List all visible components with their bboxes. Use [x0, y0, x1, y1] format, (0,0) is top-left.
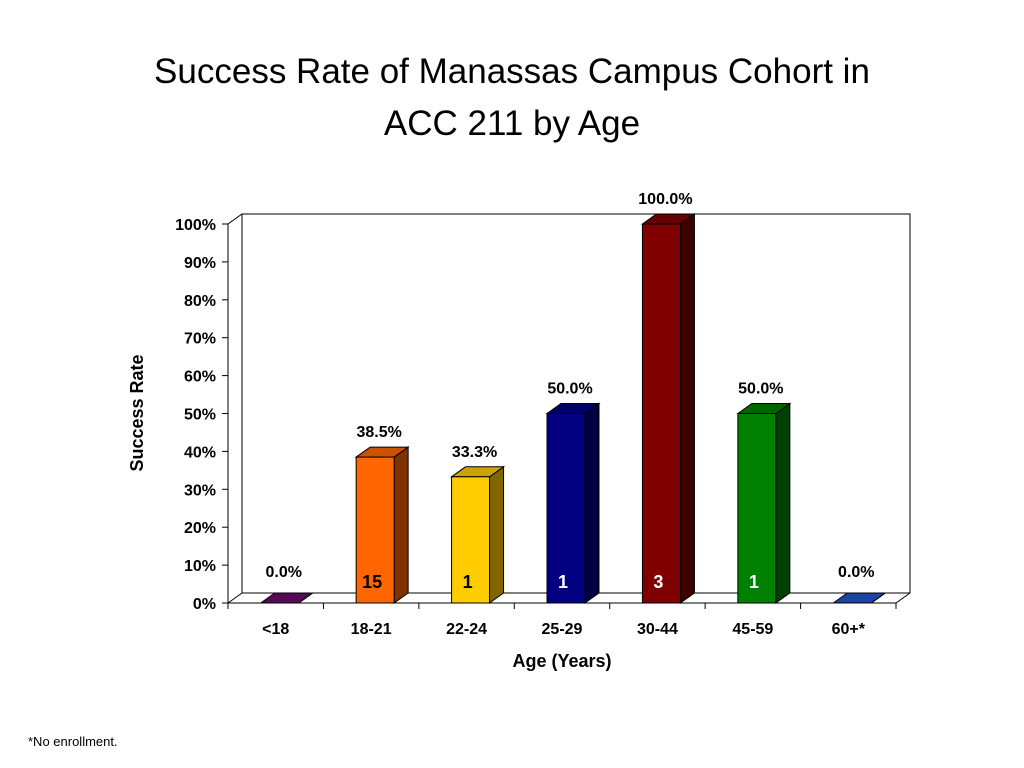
- y-tick-label: 60%: [184, 369, 216, 386]
- bar-side: [393, 446, 409, 604]
- y-tick-label: 100%: [175, 217, 216, 234]
- x-tick-label: 45-59: [732, 621, 773, 638]
- count-label: 1: [463, 572, 473, 592]
- y-tick-label: 90%: [184, 255, 216, 272]
- side-wall-top-edge: [227, 213, 243, 225]
- floor-right-edge: [895, 592, 911, 604]
- x-tick-label: <18: [262, 621, 289, 638]
- data-label: 100.0%: [638, 191, 692, 208]
- y-tick-label: 80%: [184, 293, 216, 310]
- y-tick-label: 20%: [184, 520, 216, 537]
- data-label: 50.0%: [738, 381, 783, 398]
- bar: [546, 413, 586, 604]
- bar-side: [679, 213, 695, 604]
- count-label: 1: [749, 572, 759, 592]
- bar-side: [584, 402, 600, 604]
- x-tick-label: 60+*: [832, 621, 866, 638]
- side-wall-bottom-edge: [227, 592, 243, 604]
- bar: [355, 456, 395, 604]
- data-label: 38.5%: [356, 424, 401, 441]
- y-tick-label: 70%: [184, 331, 216, 348]
- x-tick-label: 22-24: [446, 621, 487, 638]
- data-label: 50.0%: [547, 381, 592, 398]
- chart-title: Success Rate of Manassas Campus Cohort i…: [0, 46, 1024, 150]
- count-label: 15: [362, 572, 382, 592]
- data-label: 0.0%: [838, 564, 874, 581]
- y-tick-label: 30%: [184, 482, 216, 499]
- y-tick-label: 50%: [184, 407, 216, 424]
- chart-title-line1: Success Rate of Manassas Campus Cohort i…: [154, 52, 870, 91]
- footnote: *No enrollment.: [28, 734, 118, 749]
- x-tick-label: 18-21: [351, 621, 392, 638]
- y-tick-label: 0%: [193, 596, 216, 613]
- y-tick-label: 10%: [184, 558, 216, 575]
- bar-side: [489, 465, 505, 604]
- x-axis-title: Age (Years): [512, 651, 611, 671]
- data-label: 33.3%: [452, 444, 497, 461]
- chart-title-line2: ACC 211 by Age: [383, 104, 641, 143]
- x-tick-label: 30-44: [637, 621, 678, 638]
- y-axis-title: Success Rate: [127, 354, 147, 471]
- bar: [737, 413, 777, 604]
- y-tick-label: 40%: [184, 444, 216, 461]
- x-tick-label: 25-29: [542, 621, 583, 638]
- bar: [641, 223, 681, 604]
- data-label: 0.0%: [265, 564, 301, 581]
- bar-top: [259, 592, 315, 604]
- count-label: 3: [653, 572, 663, 592]
- bar: [451, 476, 491, 604]
- bar-top: [831, 592, 887, 604]
- bar-side: [775, 402, 791, 604]
- count-label: 1: [558, 572, 568, 592]
